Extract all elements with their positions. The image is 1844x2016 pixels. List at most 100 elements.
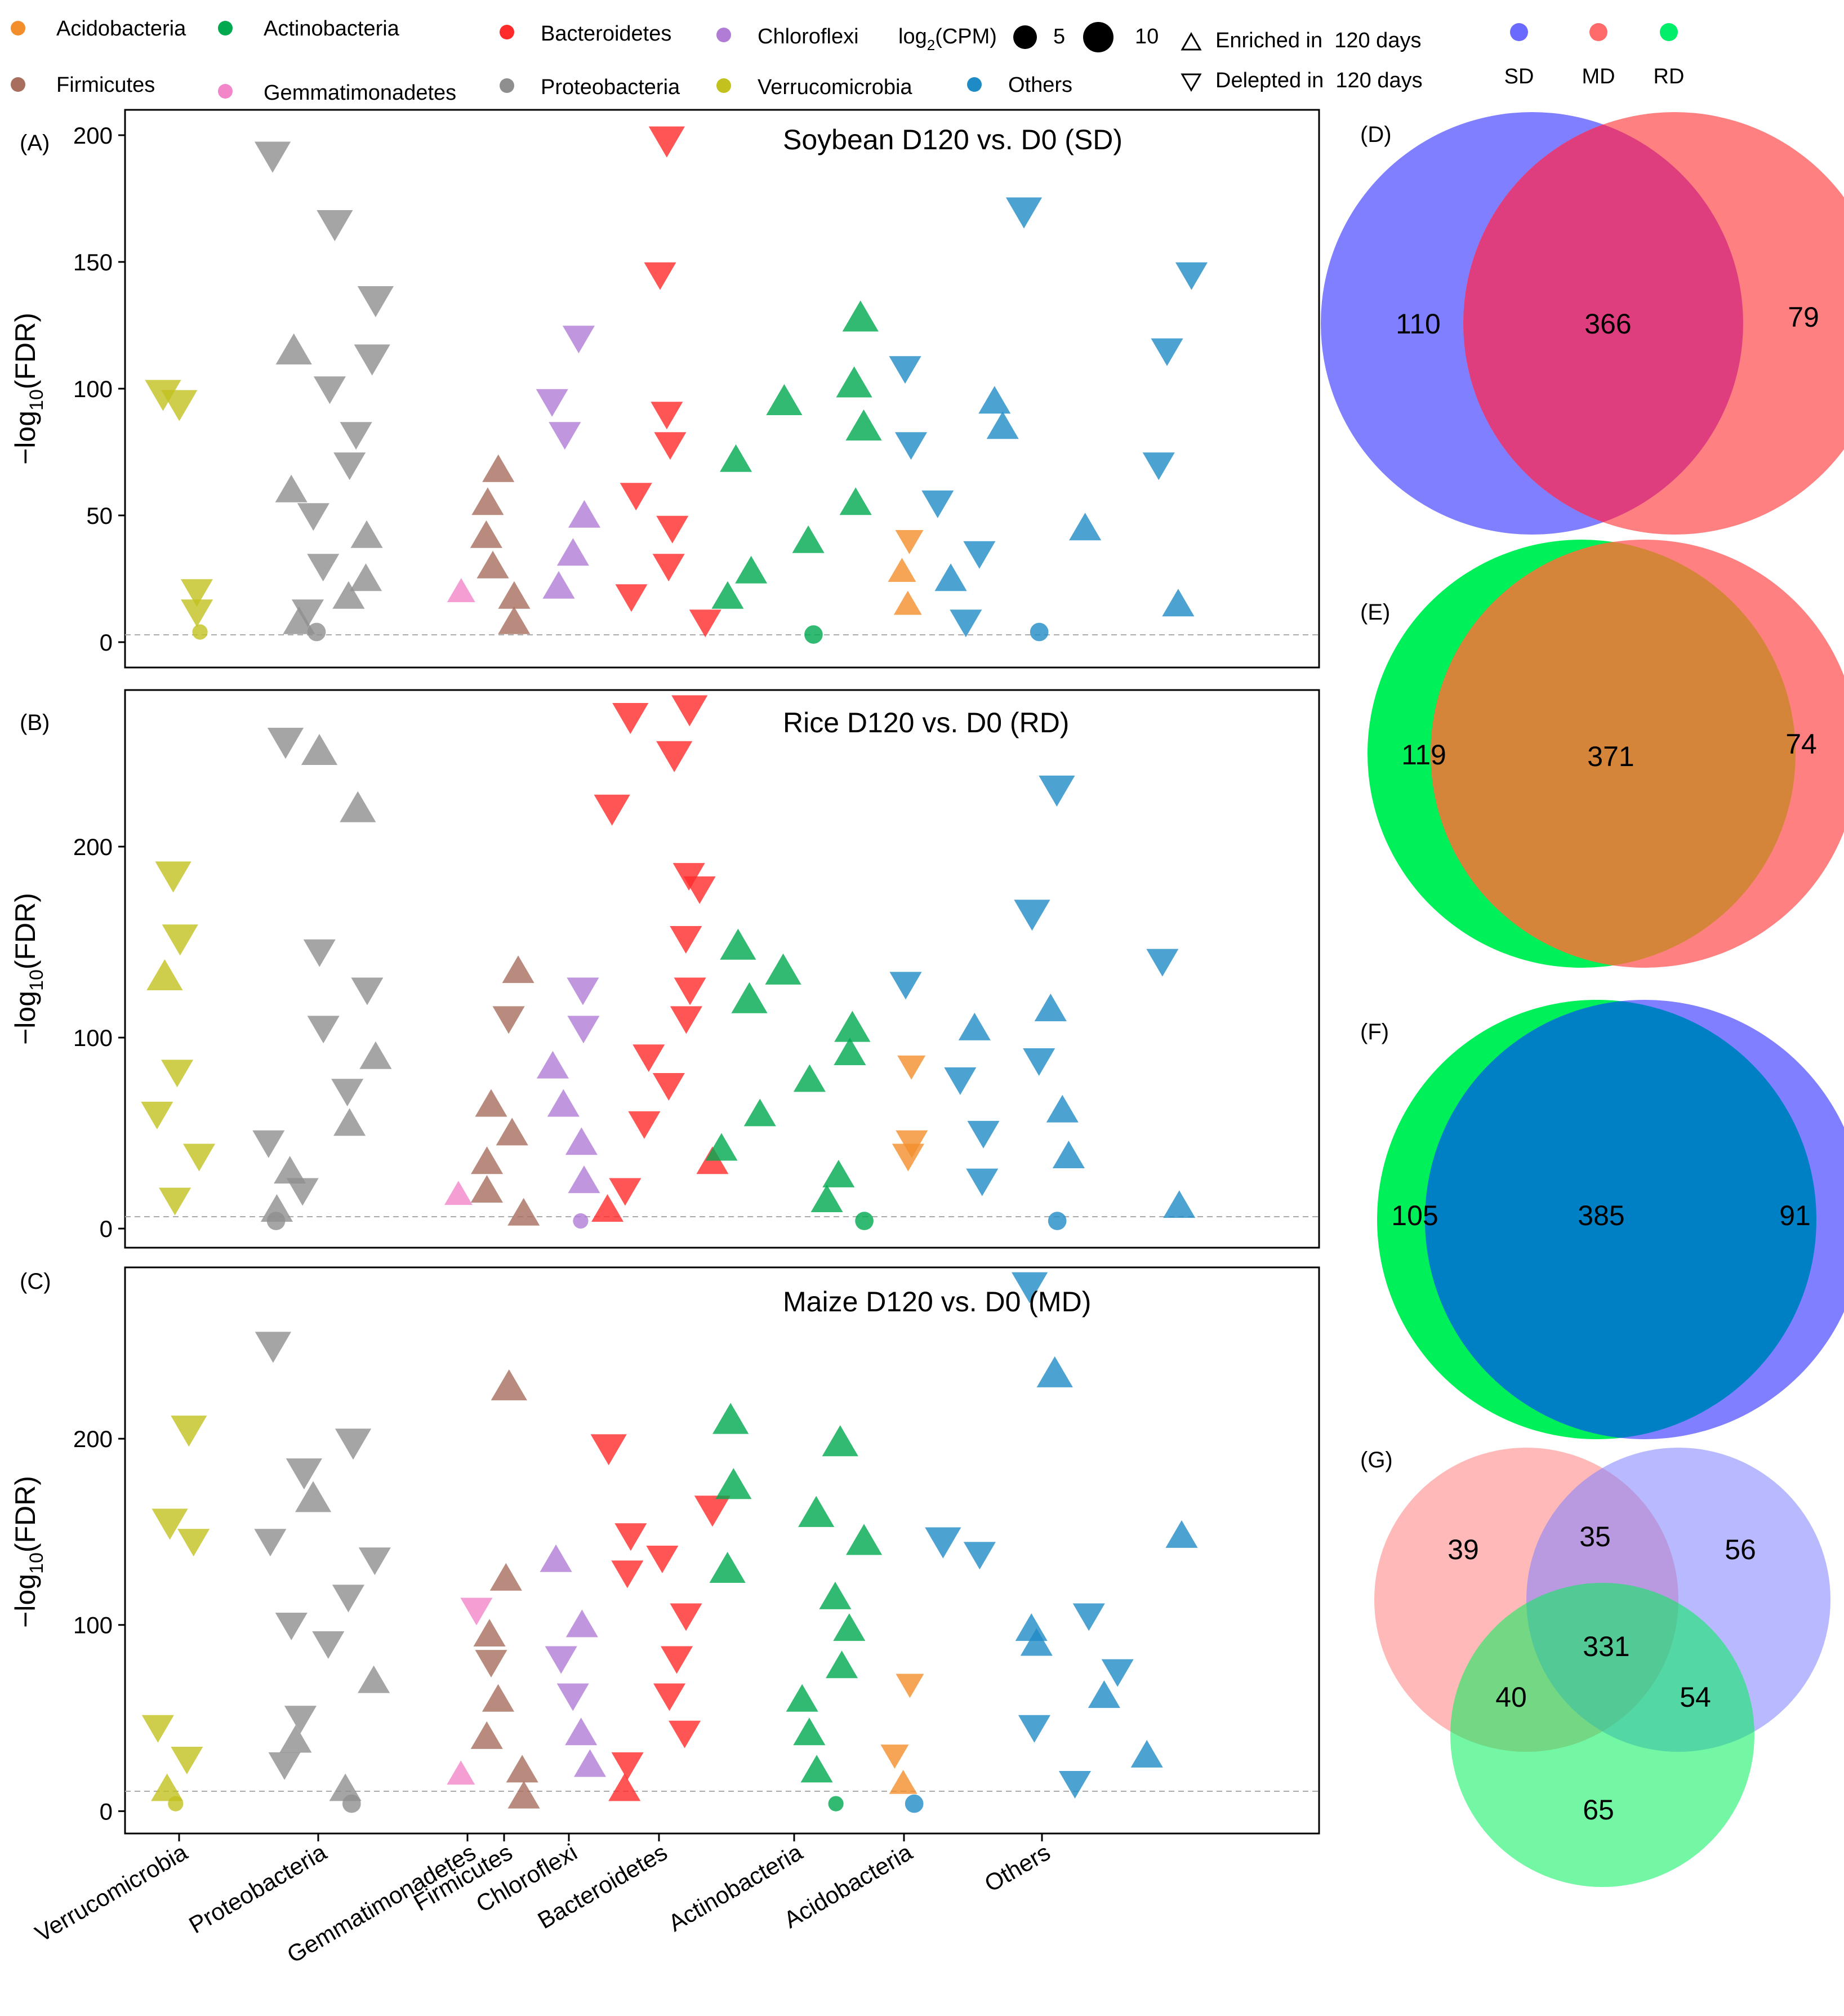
panel-c-point-bacteroidetes: [670, 1603, 702, 1631]
panel-b-point-acidobacteria: [897, 1055, 926, 1080]
panel-c-y-tick-label: 200: [73, 1426, 113, 1452]
shape-legend-enriched-label: Enriched in 120 days: [1215, 29, 1421, 52]
venn-f: (F) 105 385 91: [1360, 1000, 1844, 1439]
panel-a-point-proteobacteria: [349, 563, 382, 591]
panel-b-point-proteobacteria: [260, 1194, 293, 1222]
panel-c-point-acidobacteria: [880, 1744, 909, 1769]
panel-c-point-verrucomicrobia: [177, 1529, 210, 1557]
panel-b-point-actinobacteria: [765, 953, 801, 985]
shape-legend-enriched-icon: [1181, 32, 1202, 51]
venn-d-overlap-region: [1463, 112, 1743, 535]
panel-c-point-proteobacteria: [279, 1725, 312, 1753]
panel-c-point-acidobacteria: [889, 1769, 917, 1794]
panel-b-point-firmicutes: [470, 1175, 504, 1203]
panel-c-point-others: [1130, 1739, 1163, 1768]
panel-a-point-verrucomicrobia: [145, 380, 181, 411]
panel-b-point-verrucomicrobia: [161, 1060, 194, 1088]
panel-a-point-verrucomicrobia: [181, 599, 213, 628]
panel-b-point-proteobacteria: [331, 1079, 364, 1107]
panel-c-point-others: [1018, 1715, 1051, 1743]
panel-a-label: (A): [20, 131, 50, 155]
panel-b-point-bacteroidetes: [652, 1073, 685, 1101]
panel-a-point-actinobacteria: [839, 487, 872, 515]
panel-b-point-others: [967, 1120, 1000, 1149]
panel-c-point-bacteroidetes: [660, 1646, 693, 1674]
legend-label-bacteroidetes: Bacteroidetes: [541, 22, 671, 46]
panel-a-point-actinobacteria: [792, 525, 825, 553]
venn-g-all-value: 331: [1583, 1631, 1629, 1662]
panel-b-y-axis: 0 100 200: [73, 834, 125, 1242]
panel-c-point-proteobacteria: [312, 1631, 345, 1659]
panel-a-point-bacteroidetes: [652, 554, 685, 582]
panel-b-point-verrucomicrobia: [182, 1143, 216, 1172]
panel-b-point-gemmatimonadetes: [444, 1181, 473, 1205]
panel-a-y-tick-label: 100: [73, 376, 113, 402]
panel-b-point-others: [1039, 775, 1075, 807]
panel-a-point-bacteroidetes: [654, 432, 687, 460]
panel-a-point-chloroflexi: [568, 500, 601, 528]
panel-c-point-actinobacteria: [845, 1524, 883, 1555]
panel-c-point-verrucomicrobia: [171, 1416, 207, 1447]
panel-c-point-firmicutes: [491, 1369, 527, 1401]
panel-b-point-verrucomicrobia: [159, 1187, 191, 1216]
venn-g-sd-rd-value: 54: [1680, 1681, 1711, 1713]
panel-a-point-proteobacteria: [307, 622, 326, 642]
legend-label-others: Others: [1008, 73, 1072, 97]
panel-c-point-firmicutes: [473, 1619, 506, 1647]
panel-a-point-chloroflexi: [562, 326, 595, 354]
legend-label-actinobacteria: Actinobacteria: [264, 17, 400, 41]
panel-b-point-firmicutes: [471, 1146, 504, 1174]
panel-b-point-bacteroidetes: [612, 702, 649, 735]
panel-a-point-others: [921, 490, 954, 518]
venn-d-overlap-value: 366: [1584, 308, 1631, 340]
panel-b-points: [141, 695, 1196, 1230]
panel-a-point-actinobacteria: [845, 409, 882, 440]
panel-b-point-others: [1146, 949, 1179, 977]
panel-a-point-bacteroidetes: [620, 483, 652, 511]
venn-g-sd-only-value: 56: [1725, 1534, 1756, 1565]
panel-a-point-chloroflexi: [549, 422, 581, 450]
panel-b-point-bacteroidetes: [591, 1194, 624, 1222]
panel-c-point-proteobacteria: [295, 1481, 332, 1512]
panel-b-point-firmicutes: [502, 955, 535, 983]
panel-c-point-verrucomicrobia: [171, 1747, 203, 1774]
panel-a-point-actinobacteria: [842, 300, 879, 332]
panel-c-point-others: [1165, 1520, 1198, 1548]
panel-b-point-actinobacteria: [743, 1098, 776, 1127]
panel-c-point-proteobacteria: [275, 1612, 308, 1640]
panel-b-point-others: [958, 1012, 991, 1040]
venn-f-overlap-region: [1425, 1000, 1816, 1439]
panel-c-point-proteobacteria: [254, 1529, 287, 1557]
panel-a-point-verrucomicrobia: [180, 579, 213, 607]
panel-c-point-bacteroidetes: [646, 1545, 679, 1573]
panel-a-y-label: −log10(FDR): [10, 313, 47, 465]
panel-c-point-actinobacteria: [712, 1403, 749, 1434]
panel-b-y-label: −log10(FDR): [10, 893, 47, 1045]
venn-legend-dot-md: [1589, 23, 1607, 41]
panel-b-point-actinobacteria: [822, 1159, 855, 1187]
panel-b-point-firmicutes: [492, 1006, 525, 1034]
panel-c-point-chloroflexi: [573, 1749, 607, 1777]
size-legend-value-10: 10: [1135, 25, 1159, 48]
panel-b-point-bacteroidetes: [628, 1111, 661, 1139]
legend-dot-verrucomicrobia: [716, 78, 731, 93]
panel-b-point-others: [1163, 1190, 1196, 1218]
venn-g-md-rd-value: 40: [1495, 1681, 1527, 1713]
panel-b-point-verrucomicrobia: [162, 924, 198, 956]
panel-c-point-actinobacteria: [798, 1496, 835, 1527]
legend-label-acidobacteria: Acidobacteria: [56, 17, 186, 41]
x-axis: VerrucomicrobiaProteobacteriaGemmatimona…: [30, 1833, 1055, 1968]
venn-d: (D) 110 366 79: [1321, 112, 1844, 535]
panel-c-point-bacteroidetes: [590, 1434, 627, 1466]
panel-b-point-actinobacteria: [731, 982, 768, 1013]
panel-a-point-chloroflexi: [542, 571, 575, 599]
panel-b-point-actinobacteria: [855, 1212, 874, 1230]
panel-b-point-bacteroidetes: [633, 1044, 665, 1072]
legend-dot-actinobacteria: [218, 21, 233, 35]
panel-c-point-verrucomicrobia: [151, 1773, 184, 1801]
venn-g-rd-circle: [1450, 1583, 1754, 1887]
panel-b-point-actinobacteria: [720, 928, 756, 960]
panel-a-point-proteobacteria: [307, 554, 340, 582]
panel-b-point-bacteroidetes: [671, 695, 708, 727]
